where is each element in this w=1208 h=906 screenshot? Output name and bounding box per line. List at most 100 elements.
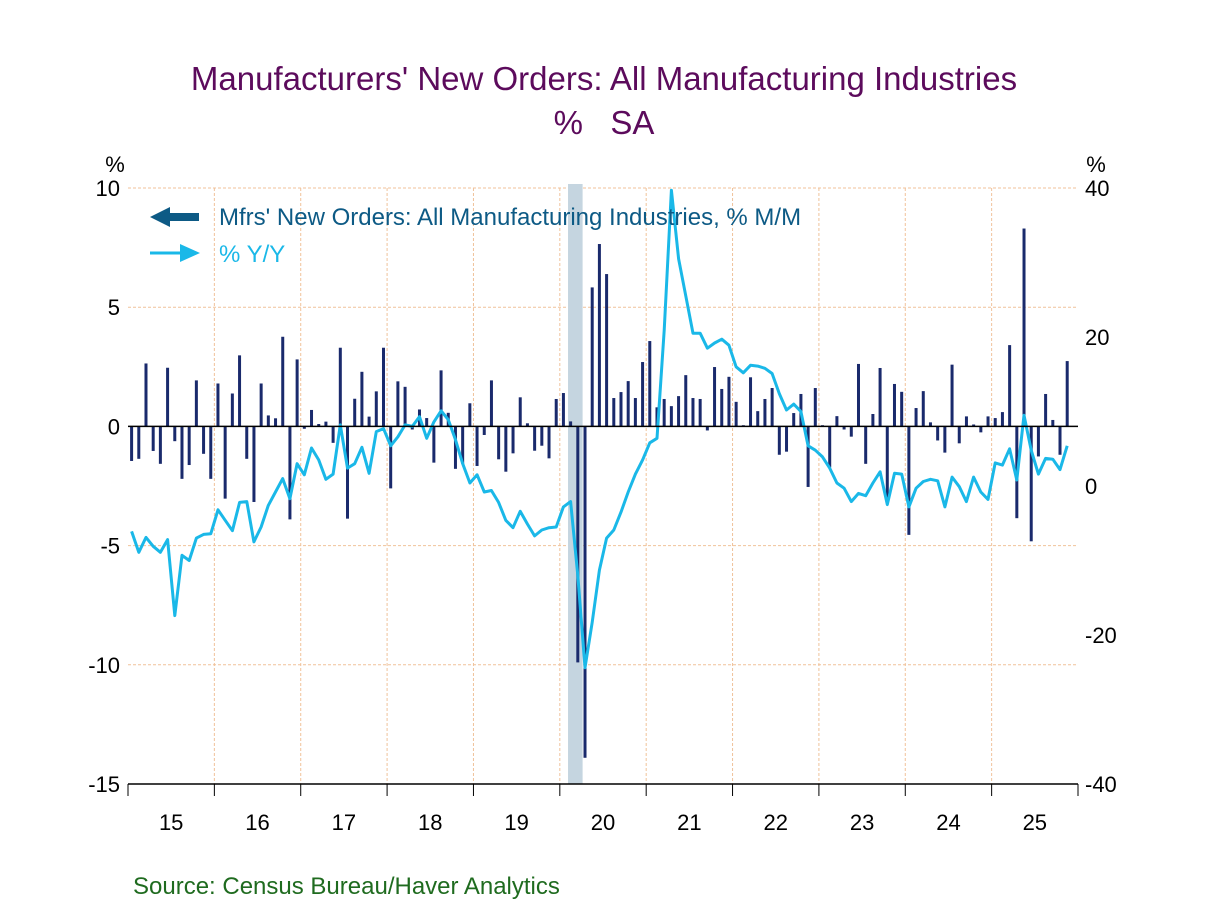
mm-bar	[158, 426, 162, 464]
mm-bar	[957, 426, 961, 444]
left-tick-label: 10	[96, 176, 120, 201]
mm-bar	[468, 403, 472, 427]
x-tick-label: 25	[1023, 810, 1047, 835]
mm-bar	[885, 426, 889, 501]
legend-mm-label: Mfrs' New Orders: All Manufacturing Indu…	[219, 204, 801, 231]
mm-bar	[619, 392, 623, 427]
recession-band	[568, 184, 583, 784]
mm-bar	[972, 424, 976, 427]
x-tick-label: 23	[850, 810, 874, 835]
mm-bar	[835, 416, 839, 427]
mm-bar	[367, 416, 371, 427]
yy-series-line	[130, 188, 1069, 670]
left-tick-label: -10	[88, 653, 120, 678]
x-tick-label: 15	[159, 810, 183, 835]
mm-bar	[669, 406, 673, 427]
right-axis-unit: %	[1086, 152, 1106, 177]
x-tick-label: 21	[677, 810, 701, 835]
legend-arrow-left-icon	[150, 207, 199, 227]
mm-bar	[374, 391, 378, 427]
mm-bar	[928, 422, 932, 427]
mm-bar	[813, 388, 817, 427]
mm-bar	[360, 371, 364, 427]
mm-bar	[403, 386, 407, 427]
mm-bar	[756, 411, 760, 427]
mm-bar	[590, 287, 594, 427]
legend: Mfrs' New Orders: All Manufacturing Indu…	[150, 204, 801, 268]
mm-bar	[1029, 426, 1033, 542]
mm-bar	[252, 426, 256, 502]
mm-bar	[662, 398, 666, 427]
mm-bar	[641, 362, 645, 427]
mm-bar	[259, 383, 263, 427]
mm-bars	[130, 228, 1069, 758]
mm-bar	[785, 426, 789, 452]
mm-bar	[777, 426, 781, 455]
mm-bar	[346, 426, 350, 519]
mm-bar	[223, 426, 227, 499]
mm-bar	[511, 426, 515, 454]
mm-bar	[130, 426, 134, 461]
mm-bar	[605, 274, 609, 427]
mm-bar	[900, 391, 904, 427]
source-note: Source: Census Bureau/Haver Analytics	[133, 873, 560, 900]
mm-bar	[691, 398, 695, 427]
mm-bar	[540, 426, 544, 446]
mm-bar	[806, 426, 810, 487]
mm-bar	[878, 367, 882, 427]
mm-bar	[209, 426, 213, 479]
mm-bar	[202, 426, 206, 454]
mm-bar	[180, 426, 184, 479]
mm-bar	[137, 426, 141, 459]
mm-bar	[461, 426, 465, 464]
right-tick-label: 20	[1085, 325, 1109, 350]
mm-bar	[238, 355, 242, 427]
mm-bar	[612, 398, 616, 427]
left-tick-label: -5	[100, 534, 120, 559]
mm-bar	[475, 426, 479, 466]
mm-bar	[763, 398, 767, 427]
mm-bar	[288, 426, 292, 520]
mm-bar	[432, 426, 436, 463]
mm-bar	[381, 347, 385, 427]
mm-bar	[396, 381, 400, 427]
mm-bar	[921, 391, 925, 427]
mm-bar	[353, 398, 357, 427]
mm-bar	[749, 377, 753, 427]
mm-bar	[583, 426, 587, 758]
mm-bar	[166, 367, 170, 427]
mm-bar	[842, 426, 846, 430]
mm-bar	[194, 380, 198, 427]
mm-bar	[1000, 412, 1004, 427]
mm-bar	[554, 398, 558, 427]
mm-bar	[489, 380, 493, 427]
x-tick-label: 17	[332, 810, 356, 835]
chart-title-line1: Manufacturers' New Orders: All Manufactu…	[191, 60, 1017, 97]
mm-bar	[1022, 228, 1026, 427]
mm-bar	[698, 398, 702, 427]
mm-bar	[173, 426, 177, 442]
mm-bar	[245, 426, 249, 459]
mm-bar	[230, 393, 234, 427]
x-tick-label: 24	[936, 810, 960, 835]
mm-bar	[561, 393, 565, 427]
x-tick-label: 19	[504, 810, 528, 835]
mm-bar	[338, 347, 342, 427]
mm-bar	[907, 426, 911, 535]
mm-bar	[569, 421, 573, 427]
mm-bar	[856, 363, 860, 427]
mm-bar	[1065, 361, 1069, 427]
mm-bar	[187, 426, 191, 466]
mm-bar	[410, 426, 414, 430]
left-axis-unit: %	[105, 152, 125, 177]
mm-bar	[849, 426, 853, 437]
mm-bar	[950, 364, 954, 427]
mm-bar	[770, 388, 774, 427]
mm-bar	[914, 408, 918, 427]
mm-bar	[482, 426, 486, 435]
mm-bar	[677, 396, 681, 427]
mm-bar	[792, 413, 796, 427]
legend-arrow-right-icon	[180, 244, 200, 262]
mm-bar	[986, 416, 990, 427]
